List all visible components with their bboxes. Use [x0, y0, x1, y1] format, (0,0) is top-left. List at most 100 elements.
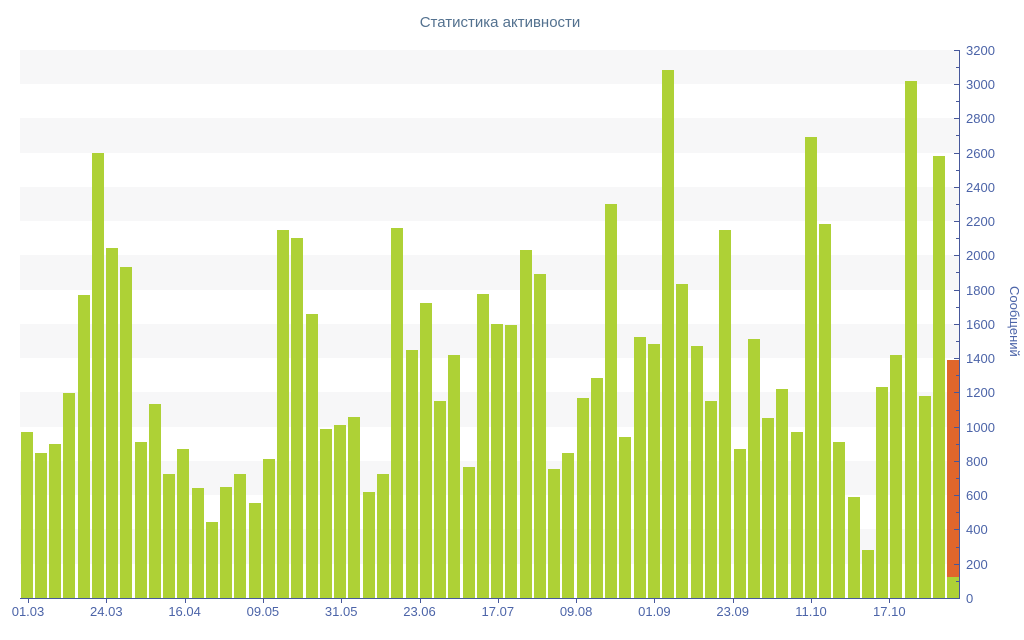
- y-tick-mark: [954, 426, 959, 428]
- y-tick-label: 800: [966, 453, 988, 469]
- bar[interactable]: [77, 294, 90, 598]
- bar[interactable]: [491, 323, 504, 598]
- bar[interactable]: [234, 473, 247, 598]
- bar[interactable]: [861, 550, 874, 598]
- x-tick-label: 17.07: [481, 604, 515, 619]
- x-tick-label: 01.09: [638, 604, 671, 619]
- y-tick-mark: [956, 512, 959, 514]
- y-tick-label: 200: [966, 556, 988, 572]
- bar[interactable]: [220, 486, 233, 598]
- bar[interactable]: [890, 354, 903, 598]
- y-tick-mark: [956, 272, 959, 274]
- bar[interactable]: [434, 400, 447, 598]
- bar[interactable]: [519, 250, 532, 598]
- bar[interactable]: [676, 284, 689, 598]
- y-tick-label: 3200: [966, 42, 995, 58]
- bar[interactable]: [733, 448, 746, 598]
- bar[interactable]: [647, 344, 660, 598]
- bar[interactable]: [719, 229, 732, 598]
- y-tick-label: 3000: [966, 76, 995, 92]
- bar[interactable]: [476, 293, 489, 598]
- bar[interactable]: [419, 303, 432, 598]
- bar[interactable]: [91, 152, 104, 598]
- bar[interactable]: [405, 350, 418, 598]
- bar[interactable]: [704, 400, 717, 598]
- bar[interactable]: [790, 431, 803, 598]
- bar[interactable]: [847, 496, 860, 598]
- bar[interactable]: [362, 491, 375, 598]
- y-tick-mark: [954, 83, 959, 85]
- bar[interactable]: [690, 346, 703, 598]
- bar[interactable]: [633, 336, 646, 598]
- bar[interactable]: [262, 459, 275, 598]
- bar[interactable]: [49, 443, 62, 598]
- bar[interactable]: [505, 324, 518, 598]
- y-axis-line: [959, 49, 960, 599]
- bar[interactable]: [163, 473, 176, 598]
- bar[interactable]: [248, 502, 261, 598]
- y-tick-mark: [954, 358, 959, 360]
- bar[interactable]: [590, 377, 603, 598]
- bar[interactable]: [277, 229, 290, 598]
- bar[interactable]: [662, 70, 675, 598]
- y-tick-mark: [954, 221, 959, 223]
- y-tick-label: 1400: [966, 351, 995, 367]
- bar[interactable]: [391, 227, 404, 598]
- y-axis-title: Сообщений: [1007, 286, 1022, 357]
- bar[interactable]: [933, 155, 946, 598]
- bar[interactable]: [134, 442, 147, 598]
- y-tick-label: 2000: [966, 248, 995, 264]
- y-tick-mark: [954, 323, 959, 325]
- bar[interactable]: [904, 80, 917, 598]
- x-tick-label: 09.08: [559, 604, 593, 619]
- bar[interactable]: [34, 453, 47, 598]
- bar[interactable]: [819, 224, 832, 598]
- bar[interactable]: [804, 137, 817, 598]
- bar[interactable]: [348, 417, 361, 598]
- bar[interactable]: [448, 354, 461, 598]
- bar[interactable]: [205, 521, 218, 598]
- x-tick-mark: [654, 599, 656, 603]
- bar[interactable]: [191, 488, 204, 598]
- bar[interactable]: [918, 395, 931, 598]
- bar[interactable]: [63, 393, 76, 598]
- bar[interactable]: [20, 431, 33, 598]
- chart-title: Статистика активности: [419, 14, 581, 31]
- bar[interactable]: [305, 313, 318, 598]
- bar[interactable]: [762, 418, 775, 598]
- bar[interactable]: [548, 468, 561, 598]
- grid-band: [20, 392, 959, 427]
- bar[interactable]: [319, 429, 332, 598]
- bar[interactable]: [462, 466, 475, 598]
- bar[interactable]: [148, 403, 161, 598]
- x-tick-mark: [889, 599, 891, 603]
- y-tick-mark: [954, 118, 959, 120]
- bar[interactable]: [177, 448, 190, 598]
- bar[interactable]: [334, 424, 347, 598]
- x-tick-mark: [497, 599, 499, 603]
- bar[interactable]: [619, 436, 632, 598]
- x-tick-mark: [811, 599, 812, 603]
- x-tick-label: 17.10: [873, 604, 906, 619]
- bar[interactable]: [876, 387, 889, 598]
- grid-band: [20, 255, 959, 290]
- bar[interactable]: [533, 274, 546, 598]
- bar[interactable]: [747, 339, 760, 598]
- y-tick-mark: [954, 460, 959, 462]
- bar-current-orange[interactable]: [947, 359, 960, 578]
- x-tick-mark: [262, 599, 264, 603]
- x-tick-mark: [732, 599, 734, 603]
- bar[interactable]: [576, 398, 589, 598]
- bar-current-green-base[interactable]: [947, 577, 960, 598]
- bar[interactable]: [605, 203, 618, 598]
- bar[interactable]: [120, 267, 133, 598]
- bar[interactable]: [106, 248, 119, 598]
- grid-band: [20, 118, 959, 153]
- y-tick-mark: [956, 101, 959, 103]
- bar[interactable]: [377, 473, 389, 598]
- bar[interactable]: [291, 238, 304, 598]
- bar[interactable]: [776, 388, 789, 598]
- bar[interactable]: [833, 442, 846, 598]
- bar[interactable]: [562, 453, 575, 598]
